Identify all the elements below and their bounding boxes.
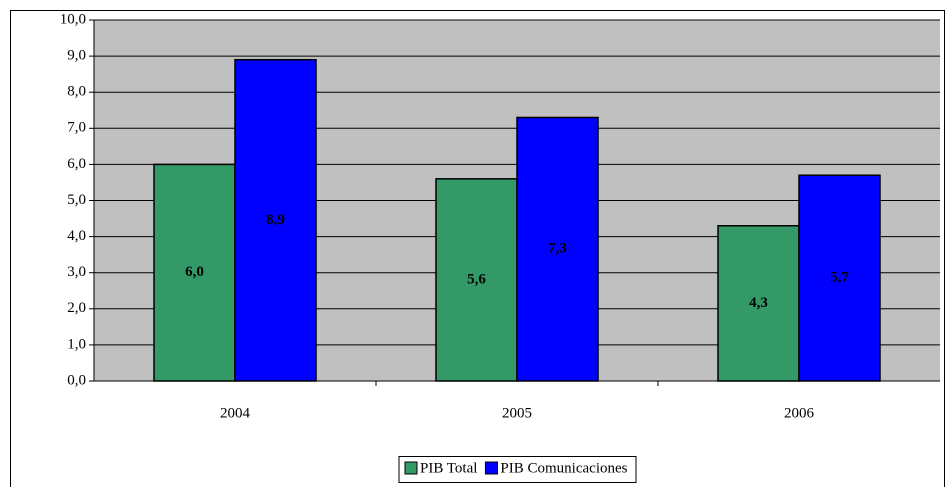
- y-tick-label: 9,0: [67, 48, 86, 64]
- data-label: 5,7: [830, 270, 849, 286]
- x-tick-label: 2005: [502, 405, 532, 421]
- bar: [717, 225, 800, 382]
- data-label: 6,0: [185, 264, 204, 280]
- bar: [516, 116, 599, 382]
- y-tick-label: 8,0: [67, 84, 86, 100]
- y-tick-label: 10,0: [60, 11, 86, 27]
- x-tick-label: 2006: [784, 405, 815, 421]
- bar: [153, 163, 236, 382]
- y-tick-label: 7,0: [67, 120, 86, 136]
- legend-box: [398, 456, 637, 483]
- data-label: 7,3: [548, 241, 567, 257]
- y-tick-label: 3,0: [67, 264, 86, 280]
- legend-swatch: [404, 461, 418, 475]
- legend-label: PIB Comunicaciones: [500, 460, 627, 476]
- y-tick-label: 2,0: [67, 300, 86, 316]
- bar: [435, 178, 518, 382]
- data-label: 4,3: [749, 295, 768, 311]
- y-tick-label: 6,0: [67, 156, 86, 172]
- y-tick-label: 4,0: [67, 228, 86, 244]
- y-tick-label: 0,0: [67, 372, 86, 388]
- y-tick-label: 5,0: [67, 192, 86, 208]
- legend-label: PIB Total: [420, 460, 477, 476]
- x-tick-label: 2004: [220, 405, 251, 421]
- data-label: 8,9: [266, 212, 285, 228]
- y-tick-label: 1,0: [67, 336, 86, 352]
- data-label: 5,6: [467, 271, 486, 287]
- bar: [234, 58, 317, 382]
- legend-swatch: [484, 461, 498, 475]
- bar: [798, 174, 881, 382]
